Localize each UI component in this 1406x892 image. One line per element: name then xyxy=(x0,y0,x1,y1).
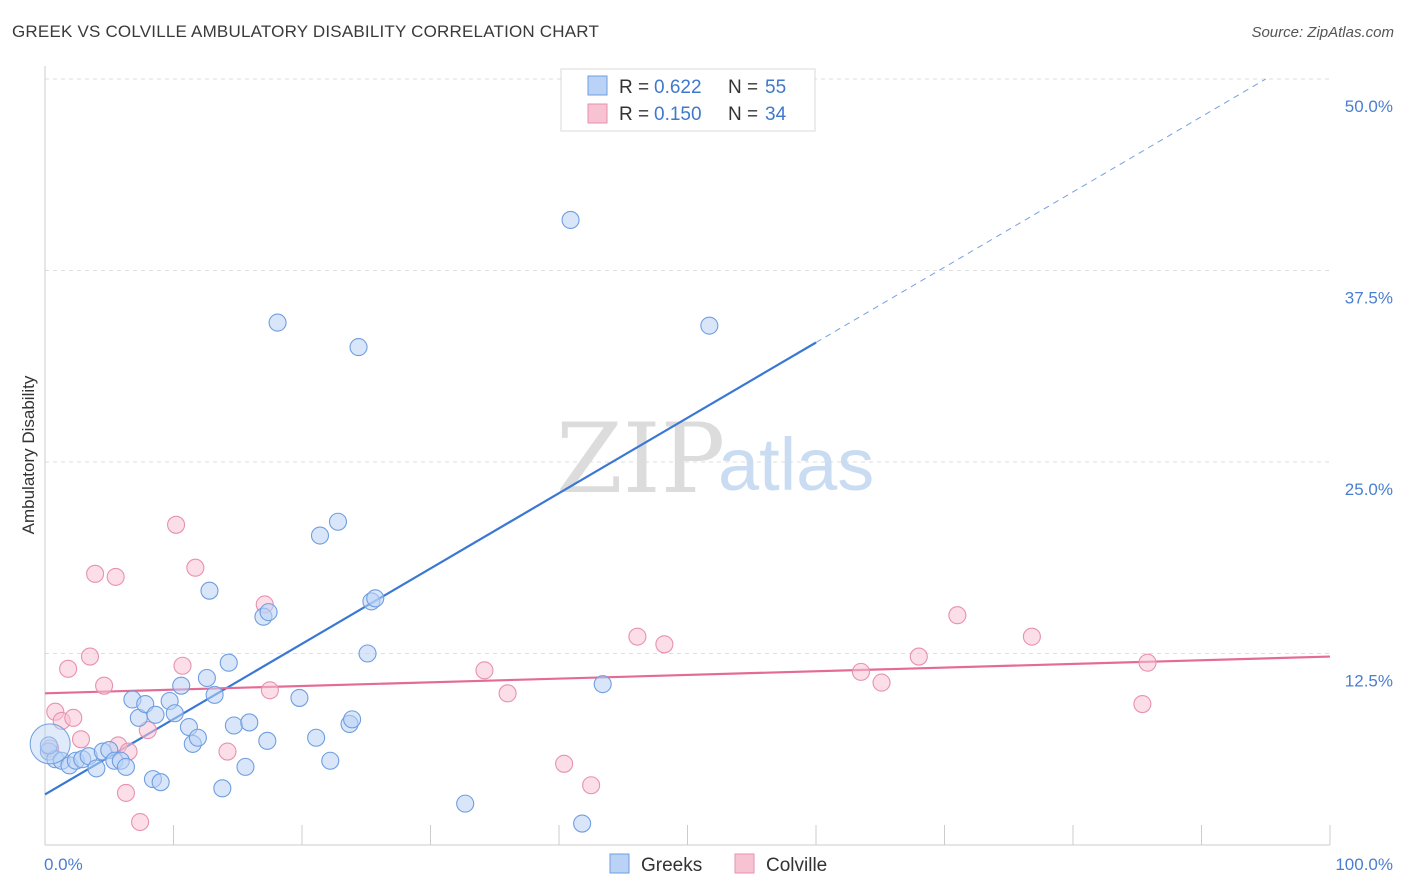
colville-point xyxy=(851,662,871,681)
legend-swatch-colville xyxy=(587,103,608,124)
y-axis-label: Ambulatory Disability xyxy=(19,375,38,534)
colville-point xyxy=(655,635,674,654)
greeks-trend-line xyxy=(44,341,817,796)
greeks-point xyxy=(224,716,243,735)
greeks-point xyxy=(205,685,224,704)
legend-colville-r-value: 0.150 xyxy=(654,104,702,125)
greeks-point xyxy=(172,676,191,695)
watermark-zip: ZIP xyxy=(556,403,725,515)
data-points xyxy=(29,69,1157,833)
greeks-point xyxy=(561,210,580,229)
chart-source: Source: ZipAtlas.com xyxy=(1251,24,1394,41)
gridlines xyxy=(45,78,1330,654)
greeks-point xyxy=(321,751,340,770)
x-tick-label: 0.0% xyxy=(44,855,83,874)
colville-point xyxy=(138,721,157,740)
colville-point xyxy=(582,776,601,795)
greeks-point xyxy=(200,581,219,600)
greeks-point xyxy=(593,675,612,694)
colville-point xyxy=(186,558,205,577)
greeks-point-large xyxy=(29,723,71,765)
greeks-point xyxy=(165,704,184,723)
colville-point xyxy=(86,564,105,583)
greeks-point xyxy=(188,728,207,747)
legend-greeks-r-value: 0.622 xyxy=(654,77,702,98)
x-tick-label: 100.0% xyxy=(1335,855,1393,874)
colville-point xyxy=(909,647,928,666)
bottom-legend-colville: Colville xyxy=(766,855,827,876)
greeks-point xyxy=(456,794,475,813)
tick-labels: 12.5% 25.0% 37.5% 50.0% 0.0% 100.0% xyxy=(44,97,1393,874)
y-tick-label: 37.5% xyxy=(1345,289,1393,308)
colville-point xyxy=(555,754,574,773)
greeks-point xyxy=(258,731,277,750)
colville-point xyxy=(95,676,114,695)
greeks-point xyxy=(307,728,326,747)
bottom-legend: Greeks Colville xyxy=(609,853,827,876)
colville-point xyxy=(71,730,91,749)
colville-point xyxy=(64,708,83,727)
greeks-point xyxy=(349,338,368,357)
greeks-point xyxy=(573,814,592,833)
greeks-point xyxy=(268,313,287,332)
legend-colville-n-label: N = xyxy=(728,104,758,125)
colville-point xyxy=(475,661,494,680)
greeks-point xyxy=(290,688,309,707)
greeks-point xyxy=(213,779,232,798)
colville-trend-line xyxy=(44,655,1331,695)
legend-swatch-greeks xyxy=(587,75,608,96)
greeks-point xyxy=(197,668,216,688)
colville-point xyxy=(173,656,192,675)
greeks-point xyxy=(87,759,106,778)
greeks-point xyxy=(328,512,348,531)
legend-greeks-n-label: N = xyxy=(728,77,758,98)
greeks-point xyxy=(358,644,377,663)
greeks-trend-extension xyxy=(815,78,1267,343)
colville-point xyxy=(116,783,136,802)
colville-point xyxy=(260,681,279,700)
colville-point xyxy=(218,742,237,761)
colville-point xyxy=(498,684,517,703)
greeks-point xyxy=(259,603,278,622)
colville-point xyxy=(106,567,125,586)
colville-point xyxy=(1138,653,1157,672)
legend-colville-r-label: R = xyxy=(619,104,649,125)
y-tick-label: 12.5% xyxy=(1345,672,1393,691)
colville-point xyxy=(872,673,891,692)
colville-point xyxy=(131,812,150,832)
greeks-point xyxy=(146,705,165,724)
legend-greeks-n-value: 55 xyxy=(765,77,786,98)
greeks-point xyxy=(343,710,362,729)
watermark-atlas: atlas xyxy=(718,423,874,506)
colville-point xyxy=(1022,627,1041,646)
greeks-point xyxy=(366,589,385,608)
legend: R = 0.622 N = 55 R = 0.150 N = 34 xyxy=(560,68,816,132)
watermark: ZIP atlas xyxy=(556,403,874,515)
bottom-legend-swatch-greeks xyxy=(609,853,630,874)
greeks-point xyxy=(700,316,719,335)
legend-greeks-r-label: R = xyxy=(619,77,649,98)
chart-title: GREEK VS COLVILLE AMBULATORY DISABILITY … xyxy=(12,22,600,41)
y-tick-label: 25.0% xyxy=(1345,480,1393,499)
colville-point xyxy=(59,659,78,678)
greeks-point xyxy=(39,736,58,755)
bottom-legend-swatch-colville xyxy=(734,853,755,874)
greeks-point xyxy=(310,526,330,545)
greeks-point xyxy=(219,653,238,672)
colville-point xyxy=(628,627,647,646)
colville-point xyxy=(167,515,186,534)
greeks-point xyxy=(151,773,170,792)
colville-point xyxy=(948,606,967,625)
greeks-point xyxy=(236,757,255,776)
colville-point xyxy=(1133,695,1152,714)
greeks-point xyxy=(116,757,136,776)
legend-colville-n-value: 34 xyxy=(765,104,787,125)
axes xyxy=(44,66,1331,846)
colville-point xyxy=(80,647,100,666)
greeks-point xyxy=(240,713,259,732)
y-tick-label: 50.0% xyxy=(1345,97,1393,116)
bottom-legend-greeks: Greeks xyxy=(641,855,702,876)
